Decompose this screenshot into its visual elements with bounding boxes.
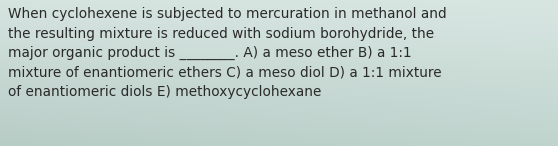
Text: When cyclohexene is subjected to mercuration in methanol and
the resulting mixtu: When cyclohexene is subjected to mercura…: [8, 7, 447, 99]
